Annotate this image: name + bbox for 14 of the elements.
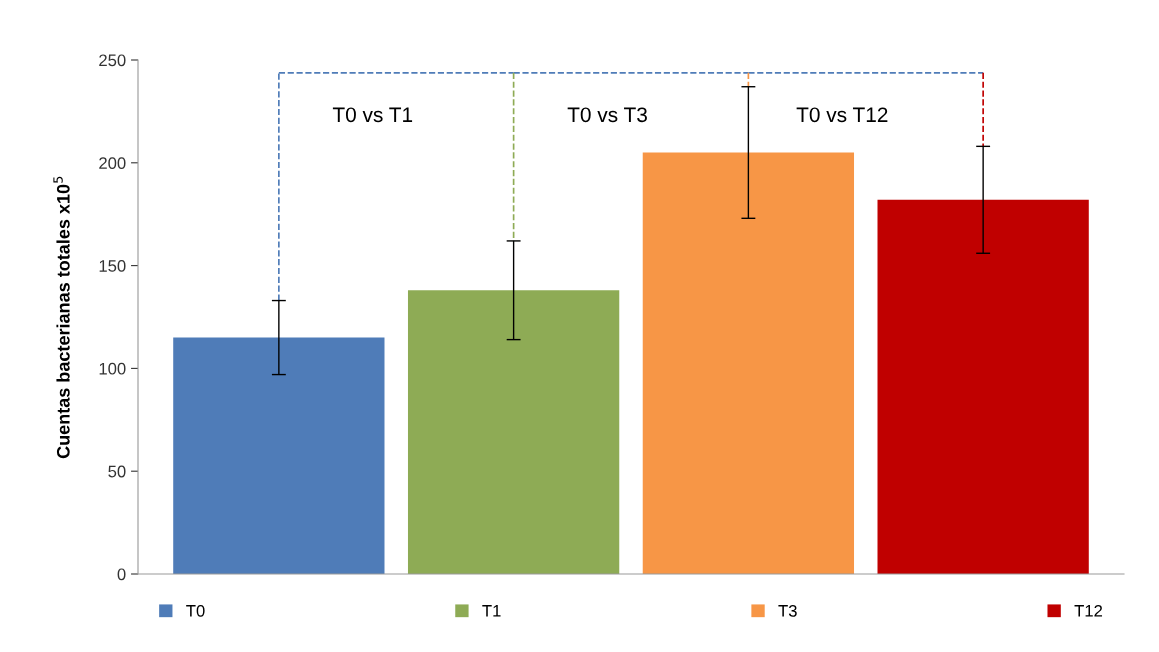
y-tick-label: 200 xyxy=(99,157,126,169)
y-tick-label: 250 xyxy=(99,54,126,67)
y-axis-title: Cuentas bacterianas totales x10$^{5}$ xyxy=(53,176,70,459)
y-tick-label: 50 xyxy=(108,465,126,478)
legend-label: T0 xyxy=(186,604,205,617)
annotation: T0 vs T1 xyxy=(332,107,413,123)
annotation: T0 vs T3 xyxy=(567,107,647,123)
legend-label: T12 xyxy=(1074,604,1103,617)
y-tick-label: 150 xyxy=(99,260,126,272)
annotation: T0 vs T12 xyxy=(796,107,888,123)
y-tick-label: 100 xyxy=(99,362,126,375)
y-tick-label: 0 xyxy=(117,568,126,581)
legend-label: T1 xyxy=(482,605,501,617)
legend-label: T3 xyxy=(778,604,797,617)
